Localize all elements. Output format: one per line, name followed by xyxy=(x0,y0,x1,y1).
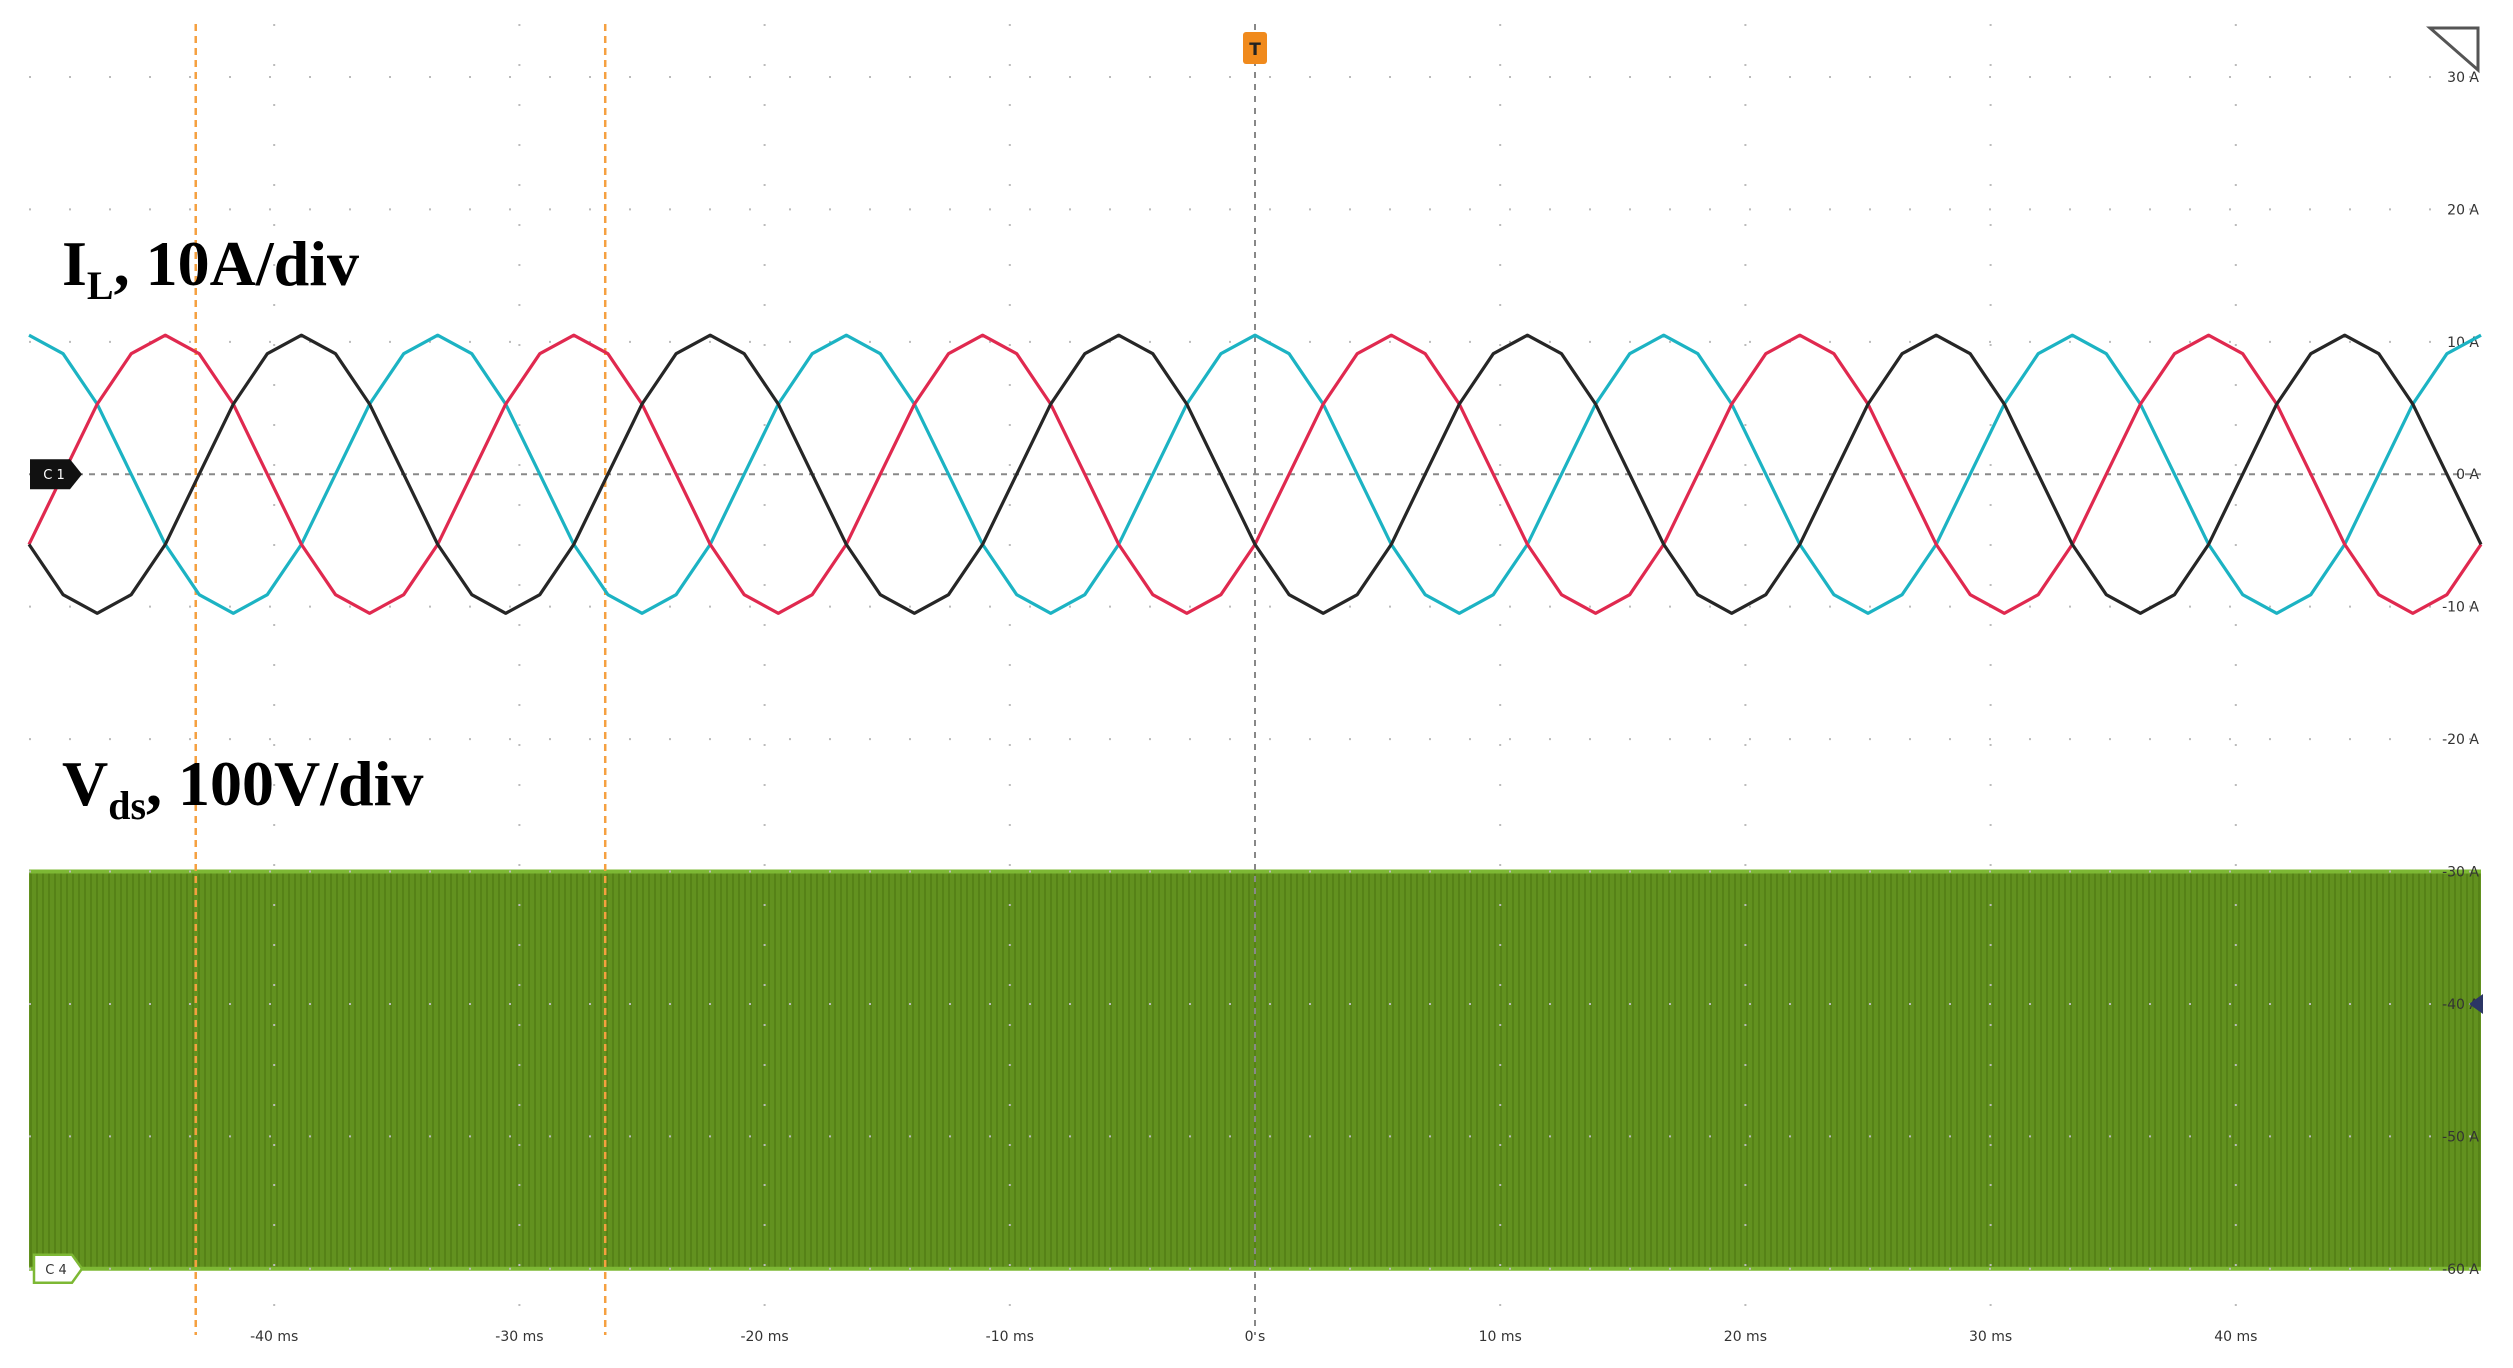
annotation: Vds, 100V/div xyxy=(62,748,423,828)
ch1-tag xyxy=(30,459,82,490)
y-tick-label: 0 A xyxy=(2456,467,2479,483)
trigger-label: T xyxy=(1249,40,1261,60)
annotation-part: I xyxy=(62,228,87,299)
annotation-part: , 10A/div xyxy=(114,228,359,299)
offset-arrow xyxy=(2469,993,2483,1014)
annotation: IL, 10A/div xyxy=(62,228,359,308)
ch4-label: C 4 xyxy=(45,1263,66,1278)
annotation-part: L xyxy=(87,263,114,308)
corner-icon[interactable] xyxy=(2426,26,2480,74)
x-tick-label: 0 s xyxy=(1245,1329,1266,1345)
x-tick-label: 30 ms xyxy=(1969,1329,2012,1345)
y-tick-label: -50 A xyxy=(2442,1129,2479,1145)
y-tick-label: -10 A xyxy=(2442,600,2479,616)
y-tick-label: 20 A xyxy=(2447,202,2479,218)
annotation-part: , 100V/div xyxy=(146,748,423,819)
x-tick-label: 10 ms xyxy=(1479,1329,1522,1345)
y-tick-label: -20 A xyxy=(2442,732,2479,748)
annotation-part: V xyxy=(62,748,108,819)
annotation-part: ds xyxy=(108,783,146,828)
x-tick-label: 20 ms xyxy=(1724,1329,1767,1345)
y-tick-label: -40 A xyxy=(2442,997,2479,1013)
x-tick-label: -20 ms xyxy=(740,1329,788,1345)
current-trace xyxy=(27,333,2483,615)
x-tick-label: -40 ms xyxy=(250,1329,298,1345)
x-tick-label: -30 ms xyxy=(495,1329,543,1345)
y-tick-label: 30 A xyxy=(2447,70,2479,86)
x-tick-label: -10 ms xyxy=(986,1329,1034,1345)
y-tick-label: -60 A xyxy=(2442,1262,2479,1278)
trigger-tag xyxy=(1243,32,1267,64)
current-trace xyxy=(28,333,2482,615)
y-tick-label: -30 A xyxy=(2442,865,2479,881)
x-tick-label: 40 ms xyxy=(2214,1329,2257,1345)
ch1-label: C 1 xyxy=(43,468,64,483)
ch4-tag xyxy=(32,1253,84,1285)
